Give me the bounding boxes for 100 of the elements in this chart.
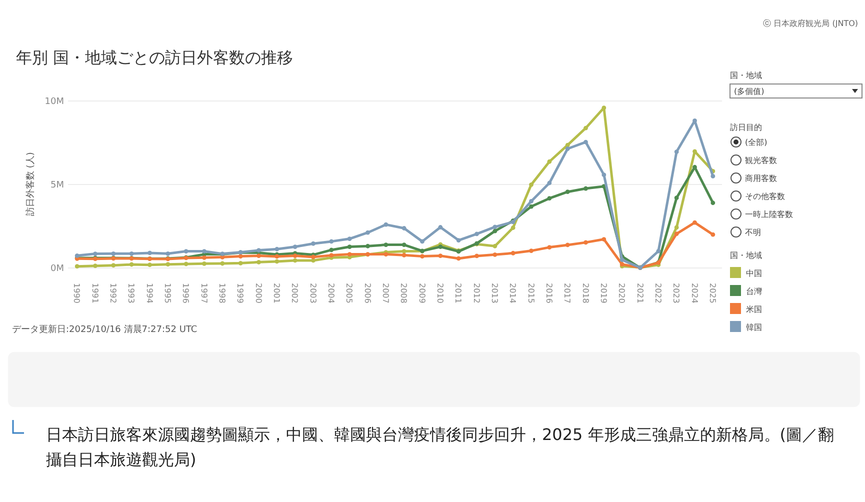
x-tick-label: 1996 — [181, 283, 190, 304]
point — [529, 199, 534, 204]
x-tick-label: 2000 — [254, 283, 263, 304]
x-tick-label: 2024 — [690, 283, 699, 304]
x-tick-label: 2015 — [526, 283, 536, 304]
point — [492, 244, 498, 248]
point — [347, 236, 352, 241]
point — [311, 258, 316, 263]
point — [438, 244, 443, 249]
x-tick-label: 2010 — [435, 283, 444, 304]
legend-label: 米国 — [746, 305, 762, 314]
point — [584, 140, 588, 144]
point — [438, 225, 443, 230]
x-tick-label: 2022 — [653, 283, 662, 304]
point — [202, 249, 206, 254]
point — [584, 240, 588, 245]
point — [111, 263, 116, 268]
x-tick-label: 1990 — [72, 283, 82, 304]
point — [292, 258, 298, 263]
legend-title: 国・地域 — [730, 251, 762, 260]
text: 日本訪日旅客來源國趨勢圖顯示，中國、韓國與台灣疫情後同步回升，2025 年形成三強鼎立的新格局。(圖／翻攝自日本旅遊觀光局) — [46, 424, 836, 471]
x-tick-label: 2007 — [380, 283, 390, 304]
text: 不明 — [745, 228, 761, 237]
legend-label: 韓国 — [746, 323, 762, 332]
point — [292, 254, 298, 258]
point — [420, 239, 424, 244]
point — [602, 237, 606, 242]
point — [710, 232, 716, 237]
point — [492, 252, 498, 257]
point — [529, 248, 534, 253]
x-tick-label: 2023 — [672, 283, 681, 304]
x-tick-label: 2018 — [580, 283, 590, 304]
y-tick-label: 0M — [50, 264, 64, 274]
x-tick-label: 2014 — [508, 283, 518, 304]
y-tick-label: 5M — [50, 180, 64, 190]
point — [184, 249, 188, 254]
point — [184, 262, 188, 266]
text: 訪日目的 — [730, 123, 762, 132]
point — [692, 220, 697, 225]
x-tick-label: 1994 — [144, 283, 154, 304]
point — [529, 204, 534, 209]
text: ⓒ 日本政府観光局 (JNTO) — [763, 19, 858, 28]
x-tick-label: 2003 — [308, 283, 318, 304]
point — [674, 225, 679, 230]
x-tick-label: 2009 — [417, 283, 426, 304]
text: 一時上陸客数 — [745, 210, 793, 219]
point — [710, 174, 716, 178]
x-tick-label: 1992 — [108, 283, 118, 304]
point — [438, 254, 443, 258]
x-tick-label: 1998 — [217, 283, 226, 304]
x-tick-label: 2017 — [562, 283, 572, 304]
x-tick-label: 2004 — [326, 283, 336, 304]
point — [402, 252, 406, 258]
text: (全部) — [745, 138, 768, 147]
point — [274, 259, 280, 264]
point — [148, 250, 152, 256]
point — [366, 230, 370, 235]
x-tick-label: 1997 — [199, 283, 208, 304]
point — [547, 196, 552, 201]
x-tick-label: 2021 — [635, 283, 644, 304]
point — [529, 182, 534, 187]
point — [384, 242, 388, 247]
x-tick-label: 2016 — [544, 283, 554, 304]
x-tick-label: 2013 — [490, 283, 499, 304]
text: 国・地域 — [730, 71, 762, 80]
point — [402, 242, 406, 247]
point — [674, 150, 679, 154]
point — [565, 190, 570, 194]
point — [674, 232, 679, 236]
point — [311, 241, 316, 246]
y-axis-title: 訪日外客数 (人) — [25, 152, 36, 216]
point — [329, 239, 334, 244]
point — [456, 238, 461, 242]
point — [93, 252, 98, 256]
point — [329, 248, 334, 252]
x-tick-label: 1995 — [162, 283, 172, 304]
x-tick-label: 2011 — [454, 283, 463, 304]
x-tick-label: 2005 — [344, 283, 354, 304]
point — [492, 224, 498, 230]
point — [238, 260, 243, 266]
point — [584, 186, 588, 191]
x-tick-label: 1999 — [236, 283, 245, 304]
point — [238, 254, 243, 259]
x-tick-label: 2008 — [399, 283, 408, 304]
text: 商用客数 — [745, 174, 777, 183]
point — [74, 253, 80, 258]
point — [220, 261, 225, 266]
point — [492, 228, 498, 234]
point — [547, 180, 552, 186]
x-tick-label: 2006 — [362, 283, 372, 304]
x-tick-label: 1993 — [126, 283, 136, 304]
text: その他客数 — [745, 192, 785, 201]
point — [74, 264, 80, 269]
point — [547, 159, 552, 164]
point — [256, 260, 261, 264]
point — [584, 126, 588, 130]
x-tick-label: 1991 — [90, 283, 100, 304]
point — [384, 252, 388, 257]
point — [456, 256, 461, 261]
x-tick-label: 2019 — [598, 283, 608, 304]
